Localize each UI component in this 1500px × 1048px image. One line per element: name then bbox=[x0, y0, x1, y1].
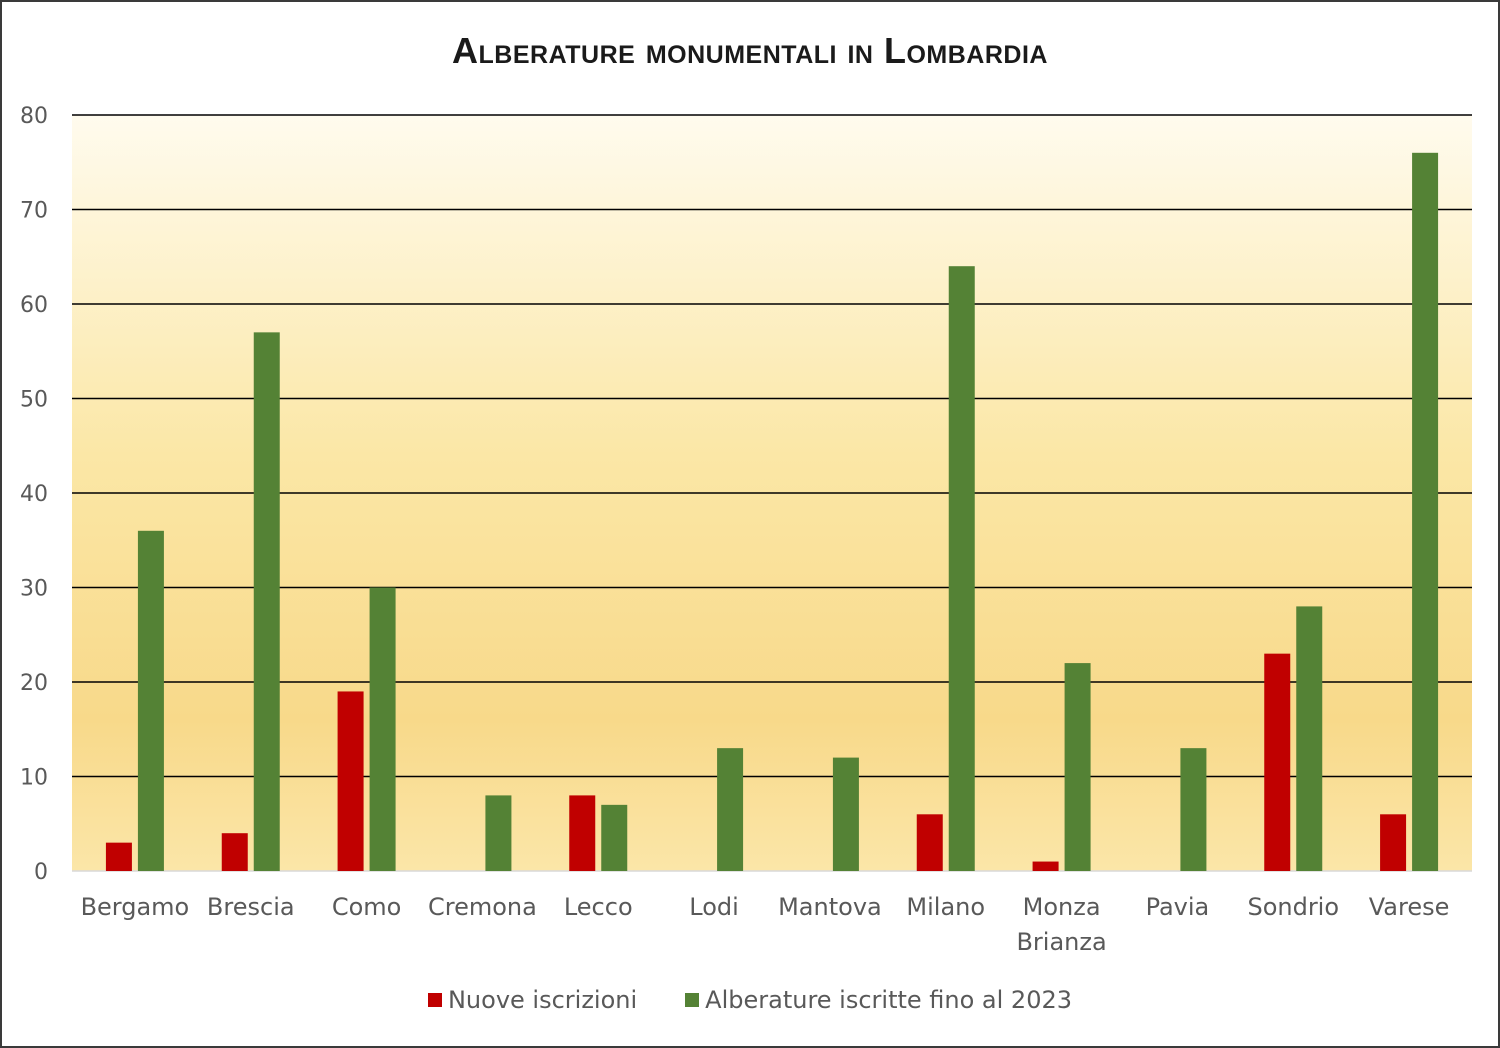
bar-alberature-cremona bbox=[485, 795, 512, 871]
bar-alberature-brescia bbox=[253, 332, 280, 872]
bar-nuove-bergamo bbox=[105, 842, 132, 871]
y-tick-label: 70 bbox=[20, 199, 48, 224]
bar-alberature-mantova bbox=[832, 757, 859, 871]
y-tick-label: 0 bbox=[34, 860, 48, 885]
x-tick-label: Milano bbox=[906, 893, 985, 921]
bar-nuove-milano bbox=[916, 814, 943, 871]
bar-nuove-brescia bbox=[221, 833, 248, 871]
x-tick-label: Sondrio bbox=[1247, 893, 1339, 921]
x-tick-label: Monza bbox=[1023, 893, 1101, 921]
y-tick-label: 30 bbox=[20, 577, 48, 602]
bar-alberature-como bbox=[369, 587, 396, 871]
legend: Nuove iscrizioni Alberature iscritte fin… bbox=[0, 986, 1500, 1014]
legend-swatch-nuove bbox=[427, 993, 442, 1007]
gridlines bbox=[72, 114, 1472, 872]
y-tick-label: 60 bbox=[20, 293, 48, 318]
legend-item-nuove: Nuove iscrizioni bbox=[427, 986, 638, 1014]
bar-nuove-monza-brianza bbox=[1032, 861, 1059, 871]
bar-nuove-como bbox=[337, 691, 364, 871]
bar-alberature-monza-brianza bbox=[1064, 663, 1091, 871]
bar-alberature-lecco bbox=[601, 804, 628, 871]
bar-alberature-bergamo bbox=[137, 530, 164, 871]
bar-alberature-lodi bbox=[717, 748, 744, 871]
bars bbox=[105, 152, 1439, 872]
x-tick-label: Lecco bbox=[564, 893, 633, 921]
x-tick-label: Bergamo bbox=[81, 893, 190, 921]
bar-alberature-milano bbox=[948, 266, 975, 871]
x-tick-label: Pavia bbox=[1146, 893, 1210, 921]
x-tick-label: Mantova bbox=[778, 893, 882, 921]
legend-item-alberature: Alberature iscritte fino al 2023 bbox=[685, 986, 1072, 1014]
bar-nuove-sondrio bbox=[1264, 653, 1291, 871]
y-tick-label: 40 bbox=[20, 482, 48, 507]
chart-title: Alberature monumentali in Lombardia bbox=[452, 30, 1048, 71]
x-tick-label: Lodi bbox=[689, 893, 739, 921]
x-tick-label: Brescia bbox=[207, 893, 295, 921]
legend-label-alberature: Alberature iscritte fino al 2023 bbox=[705, 986, 1073, 1014]
x-tick-label: Como bbox=[332, 893, 402, 921]
bar-alberature-pavia bbox=[1180, 748, 1207, 871]
bar-nuove-lecco bbox=[569, 795, 596, 871]
x-tick-label: Varese bbox=[1369, 893, 1450, 921]
x-tick-label: Cremona bbox=[428, 893, 537, 921]
y-axis-ticks: 0 10 20 30 40 50 60 70 80 bbox=[20, 104, 48, 885]
bar-nuove-varese bbox=[1380, 814, 1407, 871]
legend-swatch-alberature bbox=[685, 993, 700, 1007]
y-tick-label: 80 bbox=[20, 104, 48, 129]
y-tick-label: 20 bbox=[20, 671, 48, 696]
y-tick-label: 50 bbox=[20, 388, 48, 413]
bar-alberature-varese bbox=[1412, 152, 1439, 872]
legend-label-nuove: Nuove iscrizioni bbox=[447, 986, 638, 1014]
y-tick-label: 10 bbox=[20, 766, 48, 791]
x-axis-ticks: Bergamo Brescia Como Cremona Lecco Lodi Mantov… bbox=[81, 893, 1450, 956]
x-tick-label: Brianza bbox=[1016, 928, 1106, 956]
bar-alberature-sondrio bbox=[1296, 606, 1323, 871]
